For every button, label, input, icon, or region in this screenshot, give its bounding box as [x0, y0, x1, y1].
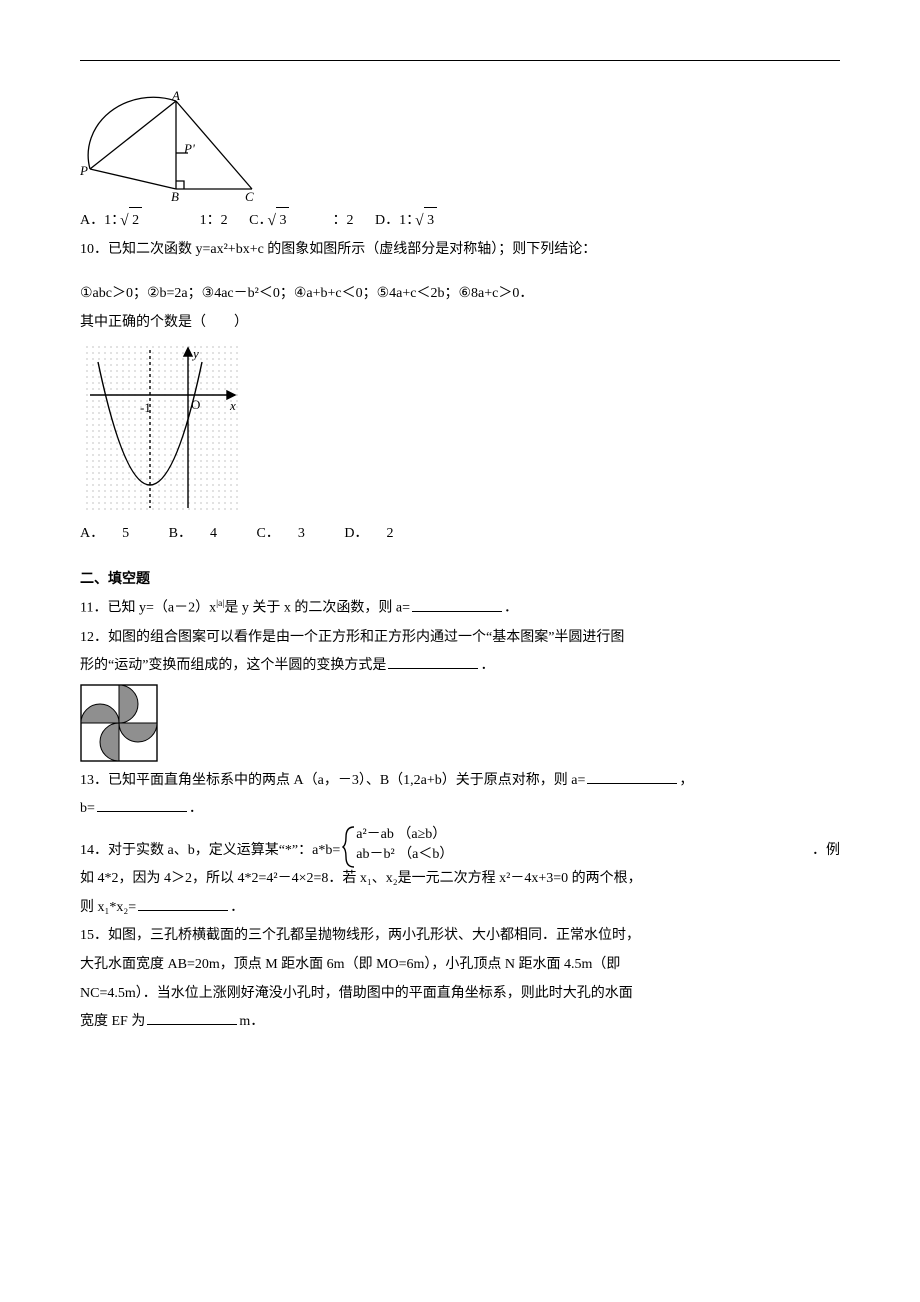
svg-text:A: A: [171, 91, 180, 103]
q13-mid: ，: [679, 773, 693, 788]
q12-after: ．: [480, 658, 494, 673]
q10-choice-b: B．4: [169, 521, 235, 548]
q14-piecewise: a²－ab （a≥b） ab－b² （a＜b）: [342, 825, 453, 864]
piecewise-row-2: ab－b² （a＜b）: [356, 845, 453, 865]
q9-d-radicand: 3: [424, 207, 437, 235]
q10-choice-a: A．5: [80, 521, 147, 548]
q13-after: ．: [189, 801, 203, 816]
q15-line3: NC=4.5m）．当水位上涨刚好淹没小孔时，借助图中的平面直角坐标系，则此时大孔…: [80, 981, 840, 1008]
q15-line4-after: m．: [239, 1014, 264, 1029]
q11-blank: [412, 597, 502, 612]
q10-stem-2: 其中正确的个数是（ ）: [80, 310, 840, 337]
q12-line2-wrap: 形的“运动”变换而组成的，这个半圆的变换方式是 ．: [80, 653, 840, 680]
piecewise-row-1: a²－ab （a≥b）: [356, 825, 453, 845]
q15-line2: 大孔水面宽度 AB=20m，顶点 M 距水面 6m（即 MO=6m），小孔顶点 …: [80, 952, 840, 979]
q15-blank: [147, 1010, 237, 1025]
q14-line3: 则 x₁*x₂= ．: [80, 895, 840, 922]
q11: 11．已知 y=（a－2）x|a|是 y 关于 x 的二次函数，则 a=．: [80, 595, 840, 622]
section-2-title: 二、填空题: [80, 567, 840, 594]
q13-blank-b: [97, 797, 187, 812]
q12-figure: [80, 684, 158, 762]
q12-line1: 12．如图的组合图案可以看作是由一个正方形和正方形内通过一个“基本图案”半圆进行…: [80, 625, 840, 652]
q12-blank: [388, 654, 478, 669]
svg-text:P': P': [183, 141, 195, 156]
svg-text:O: O: [191, 397, 200, 412]
q10-conclusions: ①abc＞0；②b=2a；③4ac－b²＜0；④a+b+c＜0；⑤4a+c＜2b…: [80, 281, 840, 308]
svg-text:C: C: [245, 189, 254, 201]
q15-line1: 15．如图，三孔桥横截面的三个孔都呈抛物线形，两小孔形状、大小都相同．正常水位时…: [80, 923, 840, 950]
q10-choice-c: C．3: [256, 521, 322, 548]
svg-text:P: P: [80, 163, 88, 178]
q9-a-radicand: 2: [129, 207, 142, 235]
svg-text:y: y: [191, 346, 199, 361]
q11-mid: 是 y 关于 x 的二次函数，则 a=: [224, 601, 410, 616]
q13-blank-a: [587, 769, 677, 784]
q9-choice-d: D．1：3: [375, 207, 473, 235]
svg-text:x: x: [229, 398, 236, 413]
q14-blank: [138, 896, 228, 911]
q14-prefix: 14．对于实数 a、b，定义运算某“*”：a*b=: [80, 838, 340, 865]
q14-line1: 14．对于实数 a、b，定义运算某“*”：a*b= a²－ab （a≥b） ab…: [80, 825, 840, 864]
q12-line2: 形的“运动”变换而组成的，这个半圆的变换方式是: [80, 658, 386, 673]
q14-line2: 如 4*2，因为 4＞2，所以 4*2=4²－4×2=8．若 x₁、x₂是一元二…: [80, 866, 840, 893]
q9-figure: A B C P P': [80, 91, 260, 201]
q13-line2: b= ．: [80, 796, 840, 823]
q14-line3-after: ．: [230, 900, 244, 915]
q9-choice-b: 1：2: [200, 208, 228, 235]
q9-choices: A．1：2 1：2 C．3 ：2 D．1：3: [80, 207, 840, 235]
q10-stem-1: 10．已知二次函数 y=ax²+bx+c 的图象如图所示（虚线部分是对称轴）；则…: [80, 237, 840, 264]
q13-before-a: 13．已知平面直角坐标系中的两点 A（a，－3）、B（1,2a+b）关于原点对称…: [80, 773, 585, 788]
top-rule: [80, 60, 840, 61]
q13-line1: 13．已知平面直角坐标系中的两点 A（a，－3）、B（1,2a+b）关于原点对称…: [80, 768, 840, 795]
q9-choice-a: A．1：2: [80, 207, 178, 235]
spacer: [80, 265, 840, 279]
page: A B C P P' A．1：2 1：2 C．3 ：2 D．1：3 10．已知二…: [0, 0, 920, 1302]
svg-text:B: B: [171, 189, 179, 201]
brace-icon: [342, 825, 356, 869]
q9-c-radicand: 3: [276, 207, 289, 235]
q13-before-b: b=: [80, 801, 95, 816]
q10-figure: y x O -1: [80, 340, 250, 515]
q9-choice-c: C．3 ：2: [249, 207, 353, 235]
q15-line4: 宽度 EF 为 m．: [80, 1009, 840, 1036]
q11-after: ．: [504, 601, 518, 616]
q14-line3-before: 则 x₁*x₂=: [80, 900, 136, 915]
q14-suffix1: ．例: [812, 838, 840, 865]
q15-line4-before: 宽度 EF 为: [80, 1014, 145, 1029]
svg-text:-1: -1: [140, 400, 151, 415]
q10-choice-d: D．2: [344, 521, 411, 548]
q11-before: 11．已知 y=（a－2）x: [80, 601, 216, 616]
q10-choices: A．5 B．4 C．3 D．2: [80, 521, 840, 548]
